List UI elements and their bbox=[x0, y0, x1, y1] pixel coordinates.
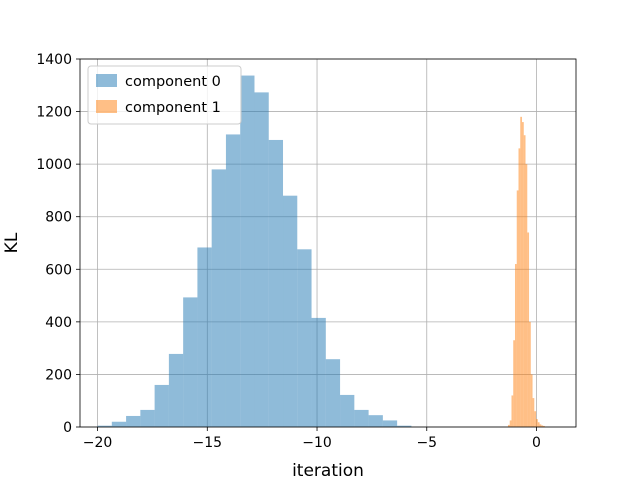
histogram-bar-series-1 bbox=[516, 190, 519, 427]
histogram-bar-series-1 bbox=[513, 340, 515, 427]
histogram-bar-series-0 bbox=[382, 420, 398, 427]
histogram-bar-series-1 bbox=[539, 424, 542, 427]
histogram-bar-series-0 bbox=[254, 92, 269, 427]
histogram-bar-series-1 bbox=[529, 321, 531, 427]
x-tick-label: −15 bbox=[193, 435, 223, 451]
x-axis-label: iteration bbox=[292, 461, 364, 480]
histogram-bar-series-0 bbox=[168, 353, 184, 427]
legend: component 0 component 1 bbox=[87, 65, 242, 125]
y-tick-label: 200 bbox=[45, 367, 72, 383]
histogram-bar-series-1 bbox=[527, 232, 530, 427]
y-tick-label: 1200 bbox=[36, 105, 72, 121]
histogram-bar-series-1 bbox=[525, 164, 528, 427]
histogram-bar-series-0 bbox=[340, 394, 355, 427]
histogram-bar-series-0 bbox=[268, 139, 284, 427]
histogram-bar-series-0 bbox=[197, 247, 212, 427]
x-tick-label: −5 bbox=[416, 435, 437, 451]
histogram-bar-series-1 bbox=[511, 395, 514, 427]
y-tick-label: 0 bbox=[63, 420, 72, 436]
histogram-bar-series-1 bbox=[522, 122, 524, 427]
histogram-bar-series-1 bbox=[520, 116, 523, 427]
x-tick-label: −20 bbox=[83, 435, 113, 451]
histogram-bar-series-1 bbox=[530, 374, 533, 427]
histogram-bar-series-1 bbox=[536, 419, 538, 427]
y-axis-label: KL bbox=[2, 232, 22, 253]
legend-label: component 1 bbox=[125, 100, 221, 116]
histogram-bar-series-1 bbox=[523, 135, 526, 427]
histogram-bar-series-0 bbox=[297, 249, 312, 427]
legend-swatch bbox=[96, 100, 117, 113]
histogram-bar-series-0 bbox=[183, 297, 198, 427]
histogram-bar-series-1 bbox=[532, 398, 535, 427]
histogram-bar-series-0 bbox=[240, 75, 255, 427]
legend-box bbox=[87, 65, 242, 125]
y-tick-label: 800 bbox=[45, 210, 72, 226]
y-axis-ticks: 0 200 400 600 800 1000 1200 1400 bbox=[36, 52, 80, 436]
histogram-bar-series-0 bbox=[225, 134, 241, 427]
legend-label: component 0 bbox=[125, 74, 221, 90]
histogram-bar-series-0 bbox=[111, 421, 127, 427]
histogram-bar-series-1 bbox=[509, 420, 512, 427]
histogram-bar-series-1 bbox=[534, 411, 537, 427]
histogram-bar-series-0 bbox=[211, 169, 226, 427]
histogram-bar-series-1 bbox=[507, 424, 510, 427]
x-tick-label: 0 bbox=[532, 435, 541, 451]
histogram-bar-series-0 bbox=[354, 409, 369, 427]
y-tick-label: 600 bbox=[45, 262, 72, 278]
x-axis-ticks: −20 −15 −10 −5 0 bbox=[83, 427, 541, 451]
histogram-bar-series-1 bbox=[518, 148, 521, 427]
histogram-bar-series-0 bbox=[126, 415, 141, 427]
histogram-bar-series-0 bbox=[397, 425, 412, 427]
histogram-bar-series-0 bbox=[140, 409, 155, 427]
plot-frame bbox=[79, 58, 577, 428]
histogram-bar-series-0 bbox=[154, 384, 169, 427]
histogram-bar-series-0 bbox=[325, 359, 341, 427]
legend-swatch bbox=[96, 74, 117, 87]
histogram-bar-series-1 bbox=[541, 425, 544, 427]
y-tick-label: 1400 bbox=[36, 52, 72, 68]
histogram-bar-series-0 bbox=[311, 317, 326, 427]
histogram-bar-series-1 bbox=[537, 422, 540, 427]
histogram-bar-series-0 bbox=[368, 415, 383, 427]
histogram-bar-series-0 bbox=[283, 195, 298, 427]
histogram-bar-series-1 bbox=[514, 264, 517, 427]
x-tick-label: −10 bbox=[302, 435, 332, 451]
y-tick-label: 400 bbox=[45, 315, 72, 331]
histogram-bars bbox=[97, 75, 545, 427]
y-tick-label: 1000 bbox=[36, 157, 72, 173]
histogram-bar-series-0 bbox=[97, 425, 112, 427]
histogram-bar-series-1 bbox=[543, 425, 545, 427]
